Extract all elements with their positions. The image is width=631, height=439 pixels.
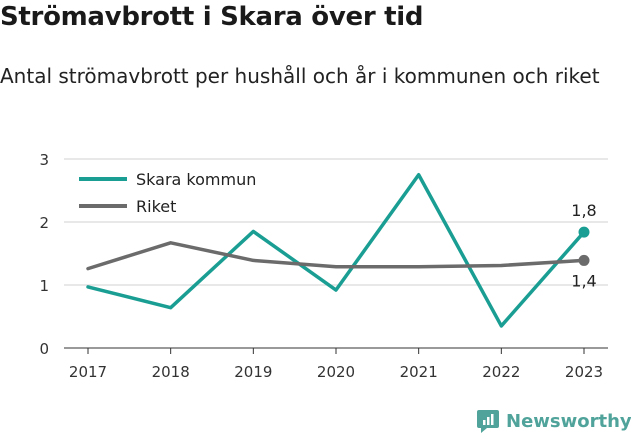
legend-background [74, 164, 284, 220]
chart-subtitle: Antal strömavbrott per hushåll och år i … [0, 64, 600, 88]
legend-label: Skara kommun [136, 170, 256, 189]
series-line-2 [86, 241, 586, 271]
series-lines: 1,8 1,4 [86, 173, 597, 328]
chart-title: Strömavbrott i Skara över tid [0, 2, 424, 32]
series-end-label: 1,8 [571, 201, 596, 220]
brand-logo: Newsworthy [476, 408, 631, 434]
y-tick-label: 3 [39, 151, 49, 169]
legend: Skara kommun Riket [74, 164, 284, 220]
series-end-label: 1,4 [571, 271, 596, 290]
x-tick-label: 2019 [234, 363, 272, 381]
series-end-point [578, 226, 590, 238]
y-tick-label: 2 [39, 214, 49, 232]
x-tick-label: 2017 [69, 363, 107, 381]
legend-label: Riket [136, 197, 176, 216]
y-tick-label: 0 [39, 340, 49, 358]
axes: 0 1 2 3 2017 2018 2019 2020 2021 2022 2023 [39, 151, 603, 381]
newsworthy-logo-icon [477, 410, 499, 433]
x-tick-label: 2023 [565, 363, 603, 381]
x-tick-label: 2018 [152, 363, 190, 381]
series-end-point [578, 254, 590, 266]
series-line-1 [86, 173, 586, 328]
x-tick-label: 2020 [317, 363, 355, 381]
brand-name: Newsworthy [506, 410, 631, 432]
x-tick-label: 2022 [482, 363, 520, 381]
y-tick-label: 1 [39, 277, 49, 295]
x-tick-label: 2021 [400, 363, 438, 381]
